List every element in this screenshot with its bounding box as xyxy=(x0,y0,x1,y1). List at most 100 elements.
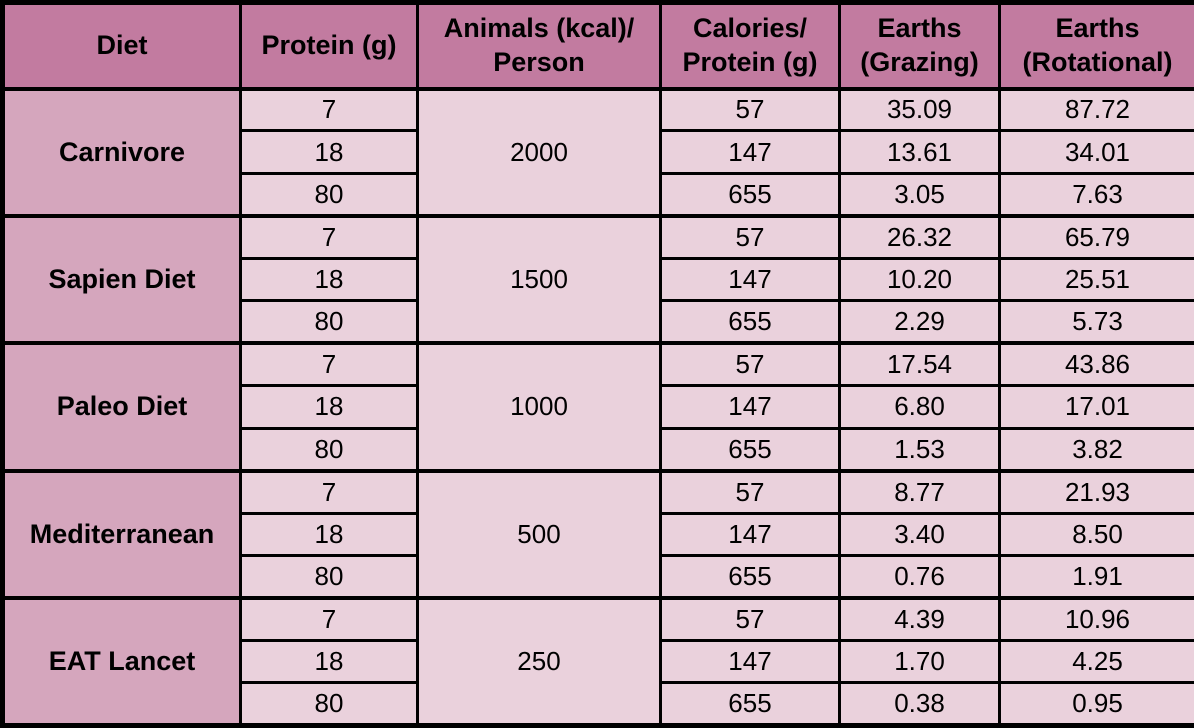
cell-earths-rotational: 34.01 xyxy=(998,129,1194,175)
cell-calories-per-protein: 57 xyxy=(659,595,841,642)
cell-protein: 18 xyxy=(239,512,419,558)
cell-earths-grazing: 13.61 xyxy=(838,129,1001,175)
cell-protein: 7 xyxy=(239,595,419,642)
col-header-label: Protein (g) xyxy=(682,46,818,77)
cell-earths-grazing: 35.09 xyxy=(838,86,1001,133)
cell-earths-grazing: 3.40 xyxy=(838,512,1001,558)
table-row: Paleo Diet 7 1000 57 17.54 43.86 xyxy=(1,341,1194,473)
table-row: 80 655 0.76 1.91 xyxy=(3,554,1194,600)
table-row: Mediterranean 7 500 57 8.77 21.93 xyxy=(1,468,1194,600)
col-header-label: Calories/ xyxy=(692,13,808,43)
table-row: 18 147 6.80 17.01 xyxy=(3,384,1194,430)
cell-protein: 18 xyxy=(239,384,419,430)
cell-calories-per-protein: 147 xyxy=(659,384,841,430)
col-header-label: Animals (kcal)/ xyxy=(443,13,635,43)
table-row: 80 655 2.29 5.73 xyxy=(3,299,1194,345)
cell-earths-rotational: 65.79 xyxy=(998,213,1194,260)
table-row: 18 147 13.61 34.01 xyxy=(3,129,1194,175)
cell-protein: 80 xyxy=(239,554,419,600)
cell-diet-name: Mediterranean xyxy=(1,468,242,600)
table-row: EAT Lancet 7 250 57 4.39 10.96 xyxy=(1,595,1194,727)
cell-calories-per-protein: 57 xyxy=(659,341,841,388)
cell-protein: 18 xyxy=(239,639,419,685)
cell-earths-grazing: 3.05 xyxy=(838,172,1001,218)
cell-calories-per-protein: 655 xyxy=(659,554,841,600)
cell-protein: 7 xyxy=(239,86,419,133)
cell-diet-name: EAT Lancet xyxy=(1,595,242,727)
cell-earths-rotational: 43.86 xyxy=(998,341,1194,388)
col-header-label: Earths xyxy=(877,13,962,43)
cell-calories-per-protein: 57 xyxy=(659,86,841,133)
cell-earths-rotational: 7.63 xyxy=(998,172,1194,218)
cell-animals-kcal: 2000 xyxy=(416,86,662,218)
col-header-label: (Rotational) xyxy=(1022,46,1173,77)
cell-protein: 80 xyxy=(239,681,419,727)
cell-earths-grazing: 26.32 xyxy=(838,213,1001,260)
cell-earths-rotational: 0.95 xyxy=(998,681,1194,727)
col-header-label: Protein (g) xyxy=(261,29,397,60)
col-header-label: Person xyxy=(493,46,585,77)
table-row: 18 147 1.70 4.25 xyxy=(3,639,1194,685)
cell-earths-grazing: 0.38 xyxy=(838,681,1001,727)
col-header-label: Earths xyxy=(1055,13,1140,43)
cell-earths-rotational: 8.50 xyxy=(998,512,1194,558)
cell-earths-grazing: 1.70 xyxy=(838,639,1001,685)
cell-earths-rotational: 1.91 xyxy=(998,554,1194,600)
col-header-label: Diet xyxy=(96,29,148,60)
cell-earths-rotational: 4.25 xyxy=(998,639,1194,685)
cell-protein: 7 xyxy=(239,341,419,388)
cell-calories-per-protein: 147 xyxy=(659,639,841,685)
cell-protein: 18 xyxy=(239,129,419,175)
cell-animals-kcal: 1000 xyxy=(416,341,662,473)
cell-calories-per-protein: 147 xyxy=(659,129,841,175)
cell-earths-rotational: 87.72 xyxy=(998,86,1194,133)
cell-earths-rotational: 17.01 xyxy=(998,384,1194,430)
cell-animals-kcal: 1500 xyxy=(416,213,662,345)
col-header-earths-grazing: Earths (Grazing) xyxy=(838,1,1001,91)
col-header-label: (Grazing) xyxy=(860,46,979,77)
header-row: Diet Protein (g) Animals (kcal)/Person C… xyxy=(1,1,1194,91)
cell-earths-grazing: 8.77 xyxy=(838,468,1001,515)
cell-calories-per-protein: 655 xyxy=(659,427,841,473)
cell-earths-grazing: 10.20 xyxy=(838,257,1001,303)
table-row: Carnivore 7 2000 57 35.09 87.72 xyxy=(1,86,1194,218)
cell-calories-per-protein: 655 xyxy=(659,299,841,345)
col-header-animals-kcal-person: Animals (kcal)/Person xyxy=(416,1,662,91)
cell-calories-per-protein: 655 xyxy=(659,172,841,218)
cell-diet-name: Sapien Diet xyxy=(1,213,242,345)
cell-diet-name: Paleo Diet xyxy=(1,341,242,473)
table-row: 80 655 0.38 0.95 xyxy=(3,681,1194,727)
cell-earths-grazing: 2.29 xyxy=(838,299,1001,345)
table-row: 18 147 3.40 8.50 xyxy=(3,512,1194,558)
cell-earths-grazing: 0.76 xyxy=(838,554,1001,600)
cell-protein: 7 xyxy=(239,468,419,515)
cell-earths-grazing: 4.39 xyxy=(838,595,1001,642)
cell-calories-per-protein: 147 xyxy=(659,512,841,558)
cell-animals-kcal: 250 xyxy=(416,595,662,727)
cell-calories-per-protein: 57 xyxy=(659,468,841,515)
cell-earths-grazing: 1.53 xyxy=(838,427,1001,473)
cell-earths-grazing: 6.80 xyxy=(838,384,1001,430)
cell-protein: 18 xyxy=(239,257,419,303)
cell-protein: 80 xyxy=(239,299,419,345)
cell-diet-name: Carnivore xyxy=(1,86,242,218)
table-row: Sapien Diet 7 1500 57 26.32 65.79 xyxy=(1,213,1194,345)
cell-protein: 7 xyxy=(239,213,419,260)
col-header-calories-protein: Calories/Protein (g) xyxy=(659,1,841,91)
col-header-earths-rotational: Earths (Rotational) xyxy=(998,1,1194,91)
cell-protein: 80 xyxy=(239,172,419,218)
col-header-protein: Protein (g) xyxy=(239,1,419,91)
cell-calories-per-protein: 655 xyxy=(659,681,841,727)
table-row: 80 655 3.05 7.63 xyxy=(3,172,1194,218)
col-header-diet: Diet xyxy=(1,1,242,91)
cell-calories-per-protein: 57 xyxy=(659,213,841,260)
cell-earths-rotational: 3.82 xyxy=(998,427,1194,473)
cell-animals-kcal: 500 xyxy=(416,468,662,600)
table-row: 80 655 1.53 3.82 xyxy=(3,427,1194,473)
cell-earths-rotational: 21.93 xyxy=(998,468,1194,515)
cell-protein: 80 xyxy=(239,427,419,473)
cell-earths-rotational: 25.51 xyxy=(998,257,1194,303)
cell-earths-rotational: 5.73 xyxy=(998,299,1194,345)
cell-earths-rotational: 10.96 xyxy=(998,595,1194,642)
